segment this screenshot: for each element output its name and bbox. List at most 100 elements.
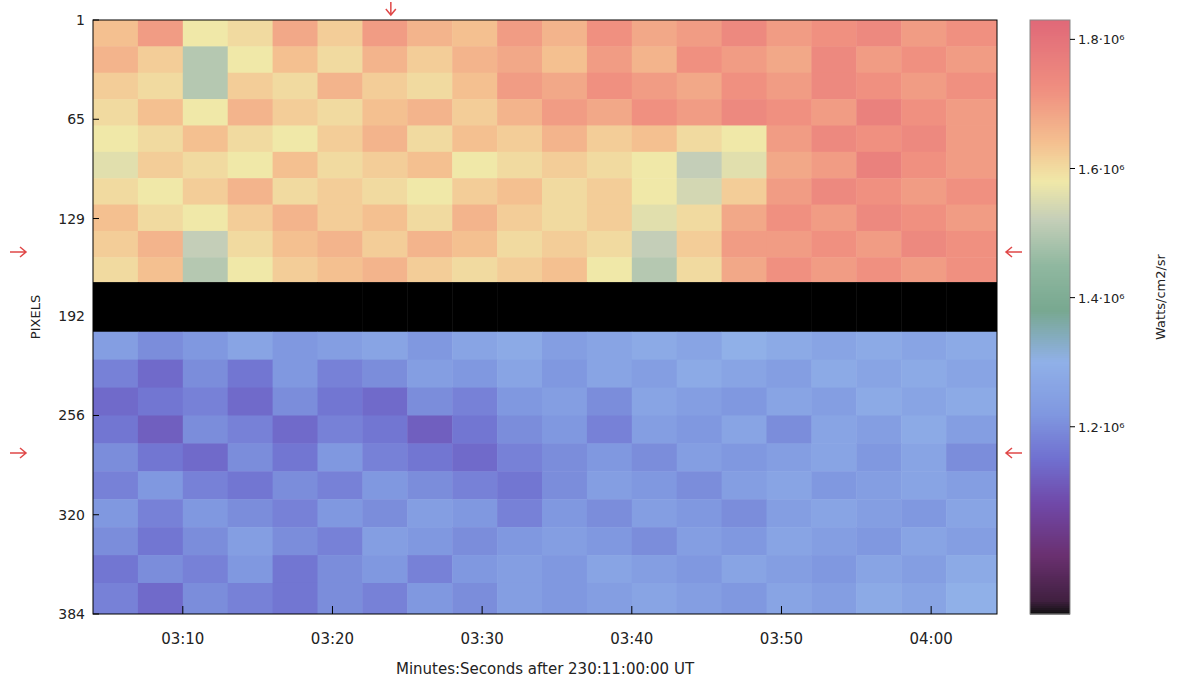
cell — [587, 257, 632, 282]
cell — [452, 415, 497, 443]
cell — [183, 99, 228, 126]
cell — [273, 231, 318, 258]
cell — [722, 388, 767, 416]
cell — [138, 152, 183, 179]
colorbar-tick — [1070, 426, 1075, 427]
cell — [228, 231, 273, 258]
y-tick-label: 384 — [58, 606, 85, 622]
cell — [318, 527, 363, 555]
cell — [587, 73, 632, 100]
cell — [362, 152, 407, 179]
cell — [632, 388, 677, 416]
cell — [722, 527, 767, 555]
cell — [722, 99, 767, 126]
no-data-cell — [228, 282, 273, 332]
marker-arrow — [386, 2, 396, 15]
cell — [901, 527, 946, 555]
cell — [93, 178, 138, 205]
cell — [856, 257, 901, 282]
cell — [946, 555, 997, 583]
cell — [856, 527, 901, 555]
cell — [183, 152, 228, 179]
y-tick — [93, 316, 99, 317]
cell — [497, 178, 542, 205]
cell — [677, 205, 722, 232]
cell — [407, 471, 452, 499]
no-data-cell — [183, 282, 228, 332]
cell — [452, 231, 497, 258]
cell — [228, 360, 273, 388]
cell — [767, 178, 812, 205]
colorbar-tick-label: 1.8·10⁶ — [1078, 32, 1125, 47]
cell — [497, 527, 542, 555]
cell — [318, 178, 363, 205]
cell — [722, 205, 767, 232]
y-tick — [93, 514, 99, 515]
cell — [722, 231, 767, 258]
cell — [722, 332, 767, 360]
cell — [632, 231, 677, 258]
cell — [632, 20, 677, 47]
cell — [407, 152, 452, 179]
cell — [767, 205, 812, 232]
cell — [901, 388, 946, 416]
cell — [93, 73, 138, 100]
cell — [767, 471, 812, 499]
no-data-cell — [362, 282, 407, 332]
cell — [452, 555, 497, 583]
cell — [946, 152, 997, 179]
cell — [273, 205, 318, 232]
cell — [362, 388, 407, 416]
cell — [632, 205, 677, 232]
cell — [497, 125, 542, 152]
x-axis-title: Minutes:Seconds after 230:11:00:00 UT — [396, 660, 695, 678]
cell — [542, 415, 587, 443]
cell — [632, 152, 677, 179]
cell — [407, 388, 452, 416]
cell — [318, 20, 363, 47]
cell — [587, 471, 632, 499]
cell — [273, 388, 318, 416]
cell — [811, 46, 856, 73]
cell — [811, 332, 856, 360]
cell — [767, 46, 812, 73]
cell — [497, 388, 542, 416]
cell — [138, 20, 183, 47]
cell — [722, 415, 767, 443]
cell — [138, 415, 183, 443]
cell — [856, 205, 901, 232]
cell — [542, 499, 587, 527]
cell — [228, 583, 273, 614]
cell — [407, 125, 452, 152]
cell — [183, 555, 228, 583]
cell — [318, 125, 363, 152]
cell — [452, 388, 497, 416]
cell — [362, 99, 407, 126]
no-data-cell — [407, 282, 452, 332]
cell — [542, 73, 587, 100]
cell — [632, 583, 677, 614]
y-tick-label: 256 — [58, 407, 85, 423]
cell — [318, 443, 363, 471]
cell — [542, 205, 587, 232]
no-data-cell — [677, 282, 722, 332]
cell — [273, 152, 318, 179]
cell — [183, 527, 228, 555]
colorbar-tick — [1070, 297, 1075, 298]
cell — [452, 583, 497, 614]
colorbar-title: Watts/cm2/sr — [1153, 253, 1168, 340]
cell — [318, 499, 363, 527]
y-tick-label: 320 — [58, 507, 85, 523]
no-data-cell — [767, 282, 812, 332]
cell — [946, 527, 997, 555]
cell — [811, 125, 856, 152]
x-tick — [781, 606, 782, 614]
cell — [856, 555, 901, 583]
cell — [183, 231, 228, 258]
x-tick — [931, 606, 932, 614]
y-axis-title: PIXELS — [28, 295, 43, 339]
colorbar-tick-label: 1.6·10⁶ — [1078, 162, 1125, 177]
cell — [273, 415, 318, 443]
x-tick — [482, 606, 483, 614]
cell — [946, 332, 997, 360]
